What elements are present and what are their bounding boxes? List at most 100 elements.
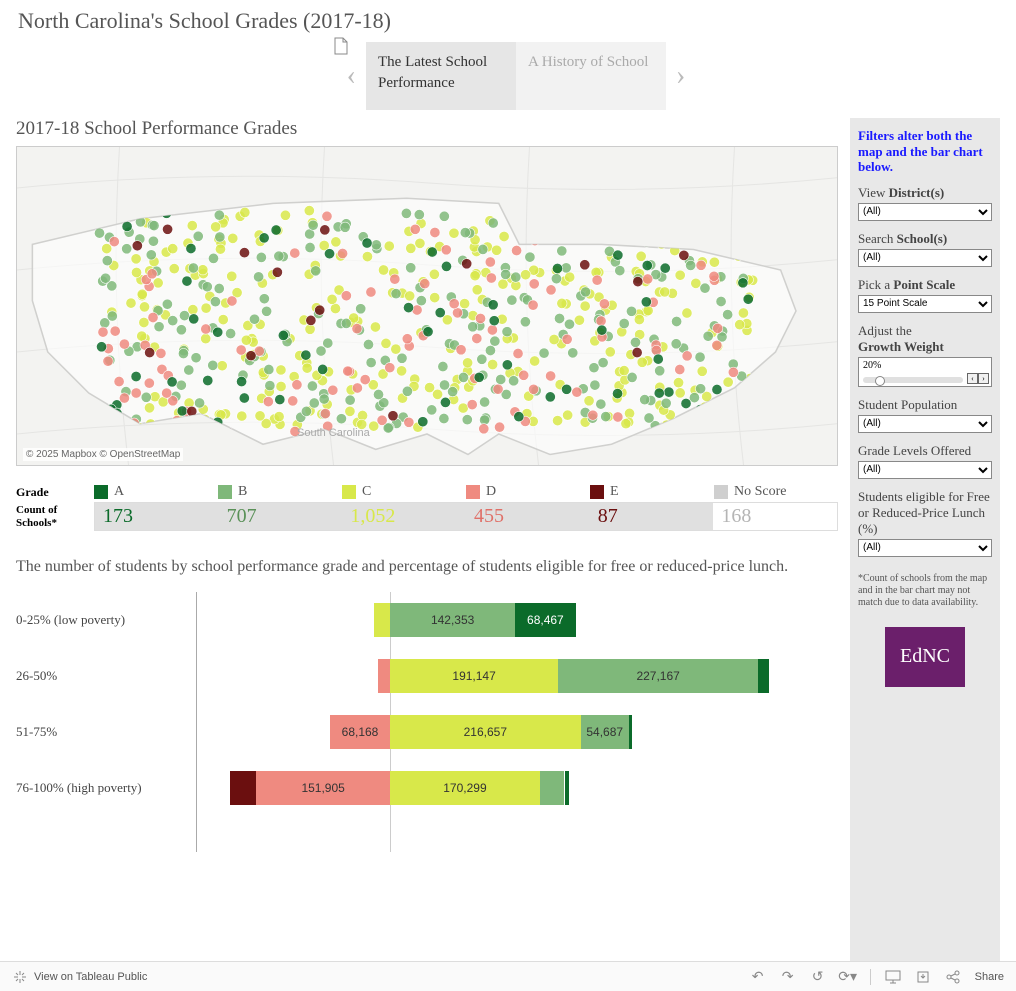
map-point[interactable]	[636, 251, 646, 261]
map-point[interactable]	[552, 263, 562, 273]
map-point[interactable]	[713, 323, 723, 333]
map-point[interactable]	[641, 297, 651, 307]
map-point[interactable]	[330, 303, 340, 313]
map-point[interactable]	[439, 211, 449, 221]
legend-item-E[interactable]: E	[590, 484, 714, 500]
map-point[interactable]	[156, 348, 166, 358]
map-point[interactable]	[210, 297, 220, 307]
map-point[interactable]	[562, 334, 572, 344]
tab-1[interactable]: A History of School	[516, 42, 666, 110]
bar-seg[interactable]: 68,168	[330, 715, 390, 749]
map-point[interactable]	[309, 398, 319, 408]
map-point[interactable]	[178, 348, 188, 358]
tab-prev-icon[interactable]: ‹	[337, 60, 366, 92]
map-point[interactable]	[215, 244, 225, 254]
bar-seg[interactable]: 54,687	[581, 715, 629, 749]
growth-slider[interactable]: 20% ‹ ›	[858, 357, 992, 387]
map-point[interactable]	[148, 236, 158, 246]
bar-seg[interactable]: 216,657	[390, 715, 581, 749]
map-point[interactable]	[201, 324, 211, 334]
map-container[interactable]: South Carolina © 2025 Mapbox © OpenStree…	[16, 146, 838, 466]
map-point[interactable]	[162, 388, 172, 398]
map-point[interactable]	[563, 410, 573, 420]
map-point[interactable]	[264, 364, 274, 374]
map-point[interactable]	[189, 314, 199, 324]
map-point[interactable]	[472, 285, 482, 295]
map-point[interactable]	[203, 375, 213, 385]
map-point[interactable]	[100, 273, 110, 283]
refresh-icon[interactable]: ⟳▾	[840, 969, 856, 985]
map-point[interactable]	[340, 222, 350, 232]
map-point[interactable]	[564, 319, 574, 329]
map-point[interactable]	[362, 251, 372, 261]
map-point[interactable]	[511, 272, 521, 282]
map-point[interactable]	[598, 358, 608, 368]
map-point[interactable]	[580, 260, 590, 270]
map-point[interactable]	[263, 396, 273, 406]
map-point[interactable]	[214, 210, 224, 220]
map-point[interactable]	[402, 334, 412, 344]
map-point[interactable]	[366, 287, 376, 297]
map-point[interactable]	[360, 374, 370, 384]
map-point[interactable]	[96, 342, 106, 352]
map-point[interactable]	[316, 346, 326, 356]
ednc-logo[interactable]: EdNC	[885, 627, 965, 687]
bar-seg[interactable]	[230, 771, 256, 805]
map-point[interactable]	[709, 257, 719, 267]
map-point[interactable]	[545, 371, 555, 381]
map-point[interactable]	[498, 279, 508, 289]
map-point[interactable]	[420, 279, 430, 289]
map-point[interactable]	[261, 306, 271, 316]
bar-seg[interactable]: 227,167	[558, 659, 758, 693]
bar-seg[interactable]: 142,353	[390, 603, 515, 637]
map-point[interactable]	[557, 246, 567, 256]
map-point[interactable]	[738, 308, 748, 318]
map-point[interactable]	[554, 313, 564, 323]
map-point[interactable]	[552, 415, 562, 425]
map-point[interactable]	[470, 271, 480, 281]
map-point[interactable]	[441, 245, 451, 255]
map-point[interactable]	[179, 310, 189, 320]
map-point[interactable]	[528, 300, 538, 310]
map-point[interactable]	[514, 412, 524, 422]
map-point[interactable]	[439, 380, 449, 390]
map-point[interactable]	[588, 410, 598, 420]
bar-seg[interactable]: 191,147	[390, 659, 558, 693]
map-point[interactable]	[528, 384, 538, 394]
map-point[interactable]	[651, 345, 661, 355]
map-point[interactable]	[240, 207, 250, 217]
map-point[interactable]	[336, 414, 346, 424]
map-point[interactable]	[202, 282, 212, 292]
map-point[interactable]	[363, 339, 373, 349]
map-point[interactable]	[184, 365, 194, 375]
map-point[interactable]	[474, 372, 484, 382]
map-point[interactable]	[682, 351, 692, 361]
map-point[interactable]	[259, 233, 269, 243]
map-point[interactable]	[194, 398, 204, 408]
map-point[interactable]	[430, 292, 440, 302]
map-point[interactable]	[228, 233, 238, 243]
growth-slider-thumb[interactable]	[875, 376, 885, 386]
map-point[interactable]	[107, 311, 117, 321]
map-point[interactable]	[491, 245, 501, 255]
map-point[interactable]	[362, 238, 372, 248]
map-point[interactable]	[148, 312, 158, 322]
map-point[interactable]	[94, 228, 104, 238]
map-point[interactable]	[418, 417, 428, 427]
map-point[interactable]	[131, 388, 141, 398]
map-point[interactable]	[485, 345, 495, 355]
map-point[interactable]	[424, 382, 434, 392]
map-point[interactable]	[655, 366, 665, 376]
map-point[interactable]	[241, 335, 251, 345]
map-point[interactable]	[255, 411, 265, 421]
map-point[interactable]	[456, 345, 466, 355]
slider-next-icon[interactable]: ›	[978, 373, 989, 384]
map-point[interactable]	[643, 274, 653, 284]
slider-prev-icon[interactable]: ‹	[967, 373, 978, 384]
map-point[interactable]	[427, 405, 437, 415]
map-point[interactable]	[513, 348, 523, 358]
map-point[interactable]	[459, 298, 469, 308]
map-point[interactable]	[320, 225, 330, 235]
map-point[interactable]	[122, 221, 132, 231]
filter-lunch-select[interactable]: (All)	[858, 539, 992, 557]
